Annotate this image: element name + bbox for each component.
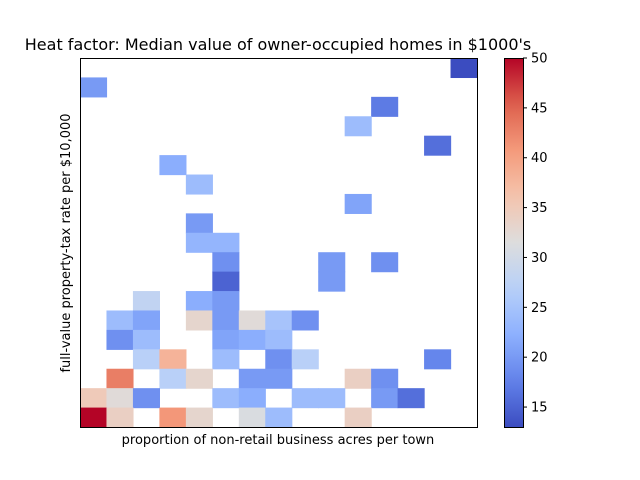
plot-frame (80, 58, 478, 428)
heatmap-cell (106, 329, 134, 350)
heatmap-cell (371, 252, 399, 273)
heatmap-cell (212, 388, 240, 409)
heatmap-cell (185, 368, 213, 389)
heatmap-cell (185, 213, 213, 234)
heatmap-cell (185, 291, 213, 312)
heatmap-cell (450, 58, 478, 79)
colorbar-tick-label: 45 (531, 101, 548, 116)
y-axis-label: full-value property-tax rate per $10,000 (59, 113, 74, 372)
heatmap-cell (185, 232, 213, 253)
heatmap-cell (106, 310, 134, 331)
heatmap-cell (397, 388, 425, 409)
heatmap-cell (371, 96, 399, 117)
heatmap-cell (424, 135, 452, 156)
colorbar (504, 58, 523, 427)
heatmap-cell (132, 388, 160, 409)
heatmap-cell (265, 349, 293, 370)
heatmap-cell (238, 407, 266, 428)
heatmap-cell (318, 271, 346, 292)
heatmap-cell (132, 349, 160, 370)
heatmap-cell (80, 407, 108, 428)
heatmap-cell (265, 329, 293, 350)
colorbar-tick-label: 25 (531, 301, 548, 316)
heatmap-cell (291, 388, 319, 409)
heatmap-cell (371, 368, 399, 389)
heatmap-cell (212, 349, 240, 370)
heatmap-cell (80, 77, 108, 98)
heatmap-cell (238, 388, 266, 409)
heatmap-cell (159, 368, 187, 389)
heatmap-cell (132, 291, 160, 312)
heatmap-cell (344, 116, 372, 137)
heatmap-cell (371, 388, 399, 409)
heatmap-cell (106, 407, 134, 428)
chart-title: Heat factor: Median value of owner-occup… (25, 35, 531, 54)
heatmap-cell (291, 310, 319, 331)
heatmap-cell (212, 329, 240, 350)
heatmap-cell (344, 407, 372, 428)
heatmap-cell (238, 310, 266, 331)
colorbar-frame (504, 58, 524, 428)
colorbar-tick-label: 30 (531, 251, 548, 266)
heatmap-cell (265, 368, 293, 389)
heatmap-cell (106, 388, 134, 409)
heatmap-cell (106, 368, 134, 389)
heatmap-cell (318, 252, 346, 273)
heatmap-cell (132, 329, 160, 350)
heatmap-cell (212, 232, 240, 253)
heatmap-cell (265, 310, 293, 331)
heatmap-cell (238, 329, 266, 350)
colorbar-tick-label: 15 (531, 401, 548, 416)
heatmap-cell (159, 155, 187, 176)
heatmap-cell (238, 368, 266, 389)
heatmap-cell (212, 252, 240, 273)
heatmap-cell (212, 310, 240, 331)
heatmap-cell (159, 349, 187, 370)
colorbar-tick-label: 50 (531, 52, 548, 67)
heatmap-cell (80, 388, 108, 409)
heatmap-cell (291, 349, 319, 370)
colorbar-ticks: 15 20 25 30 35 40 45 50 (523, 52, 548, 416)
heatmap-cell (212, 291, 240, 312)
heatmap-cell (132, 310, 160, 331)
heatmap-cell (185, 310, 213, 331)
heatmap-cell (318, 388, 346, 409)
heatmap-cell (265, 407, 293, 428)
heatmap-cell (344, 193, 372, 214)
x-axis-label: proportion of non-retail business acres … (122, 433, 435, 448)
heatmap-cells (80, 58, 478, 428)
heatmap-cell (344, 368, 372, 389)
heatmap-cell (159, 407, 187, 428)
heatmap-cell (212, 271, 240, 292)
heatmap-cell (185, 174, 213, 195)
colorbar-tick-label: 35 (531, 201, 548, 216)
colorbar-tick-label: 40 (531, 151, 548, 166)
heatmap-cell (424, 349, 452, 370)
colorbar-tick-label: 20 (531, 351, 548, 366)
heatmap-cell (185, 407, 213, 428)
